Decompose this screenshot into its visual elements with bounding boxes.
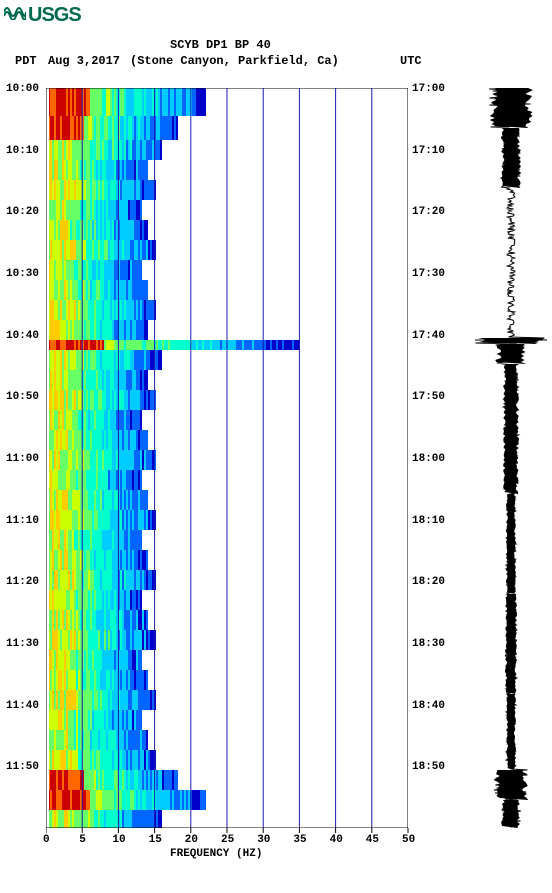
station-title: SCYB DP1 BP 40 <box>170 38 271 52</box>
y-left-tick: 10:30 <box>6 268 39 280</box>
y-left-tick: 10:10 <box>6 145 39 157</box>
y-left-tick: 10:50 <box>6 391 39 403</box>
y-right-tick: 18:00 <box>412 453 445 465</box>
y-left-tick: 11:50 <box>6 761 39 773</box>
location-label: (Stone Canyon, Parkfield, Ca) <box>130 54 339 68</box>
y-right-tick: 17:30 <box>412 268 445 280</box>
y-left-tick: 11:00 <box>6 453 39 465</box>
y-left-tick: 10:40 <box>6 330 39 342</box>
y-right-tick: 17:20 <box>412 206 445 218</box>
y-left-tick: 10:20 <box>6 206 39 218</box>
y-right-tick: 17:10 <box>412 145 445 157</box>
y-left-tick: 11:10 <box>6 515 39 527</box>
y-right-tick: 18:10 <box>412 515 445 527</box>
y-right-tick: 18:30 <box>412 638 445 650</box>
right-timezone: UTC <box>400 54 422 68</box>
date-label: Aug 3,2017 <box>48 54 120 68</box>
y-right-tick: 18:40 <box>412 700 445 712</box>
y-right-tick: 18:20 <box>412 576 445 588</box>
y-right-tick: 18:50 <box>412 761 445 773</box>
y-left-tick: 11:20 <box>6 576 39 588</box>
left-timezone: PDT <box>15 54 37 68</box>
spectrogram-plot <box>46 88 408 828</box>
usgs-logo: USGS <box>4 4 81 27</box>
y-left-tick: 10:00 <box>6 83 39 95</box>
y-right-tick: 17:00 <box>412 83 445 95</box>
x-axis-title: FREQUENCY (HZ) <box>170 848 262 860</box>
wave-icon <box>4 6 26 25</box>
logo-text: USGS <box>28 4 81 26</box>
y-left-tick: 11:30 <box>6 638 39 650</box>
y-left-tick: 11:40 <box>6 700 39 712</box>
y-right-tick: 17:50 <box>412 391 445 403</box>
y-right-tick: 17:40 <box>412 330 445 342</box>
seismogram-plot <box>475 88 547 828</box>
